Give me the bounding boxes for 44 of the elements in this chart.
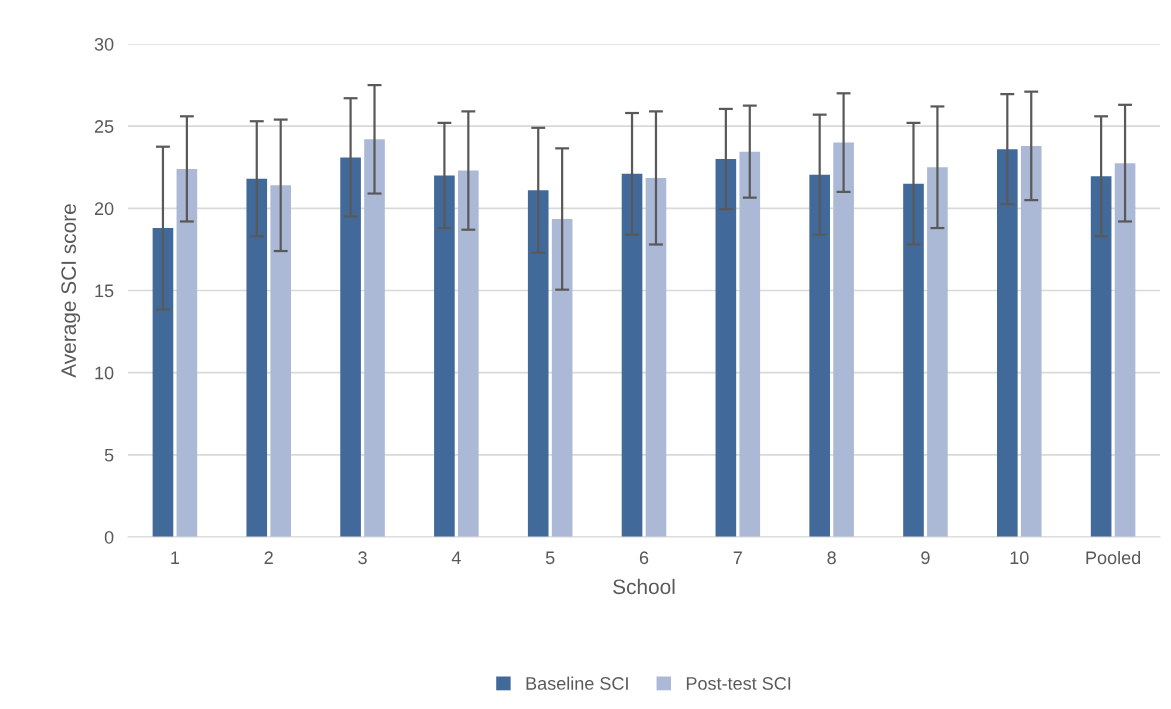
bar	[903, 183, 924, 537]
bar	[927, 167, 948, 537]
bar	[551, 219, 573, 537]
bar	[739, 151, 761, 537]
bar	[152, 228, 174, 537]
x-tick-label: 9	[921, 551, 930, 565]
y-tick-label: 10	[95, 366, 114, 380]
bar	[527, 190, 549, 537]
x-tick-label: 3	[358, 551, 367, 565]
bar	[1090, 176, 1112, 537]
y-tick-label: 25	[94, 120, 114, 133]
legend-label: Baseline SCI	[526, 676, 628, 690]
bar	[434, 175, 455, 537]
legend-label: Post-test SCI	[686, 677, 791, 690]
bar	[458, 170, 479, 537]
y-tick-label: 5	[104, 448, 114, 462]
bar	[364, 139, 385, 537]
x-tick-label: 7	[733, 551, 742, 564]
y-axis-title: Average SCI score	[61, 204, 81, 378]
x-axis-title: School	[613, 578, 675, 595]
x-tick-label: 4	[451, 551, 461, 564]
y-tick-label: 0	[104, 530, 114, 544]
bar	[176, 168, 198, 537]
y-tick-label: 30	[94, 37, 114, 51]
y-tick-label: 15	[95, 284, 114, 298]
x-tick-label: 5	[545, 551, 555, 565]
bar	[340, 157, 361, 537]
bar	[621, 173, 643, 537]
x-tick-label: 8	[827, 551, 836, 565]
y-tick-label: 20	[94, 202, 114, 216]
bar	[270, 185, 292, 537]
x-tick-label: Pooled	[1086, 550, 1141, 565]
bar	[645, 177, 667, 537]
x-tick-label: 1	[171, 551, 180, 564]
bar	[809, 174, 830, 537]
bar	[246, 178, 268, 537]
bar	[833, 142, 854, 537]
bar	[1020, 145, 1042, 537]
bar	[1114, 163, 1136, 537]
x-tick-label: 6	[639, 551, 649, 565]
x-tick-label: 2	[264, 551, 273, 564]
bar	[715, 159, 737, 537]
bar	[996, 149, 1018, 537]
x-tick-label: 10	[1010, 551, 1029, 565]
